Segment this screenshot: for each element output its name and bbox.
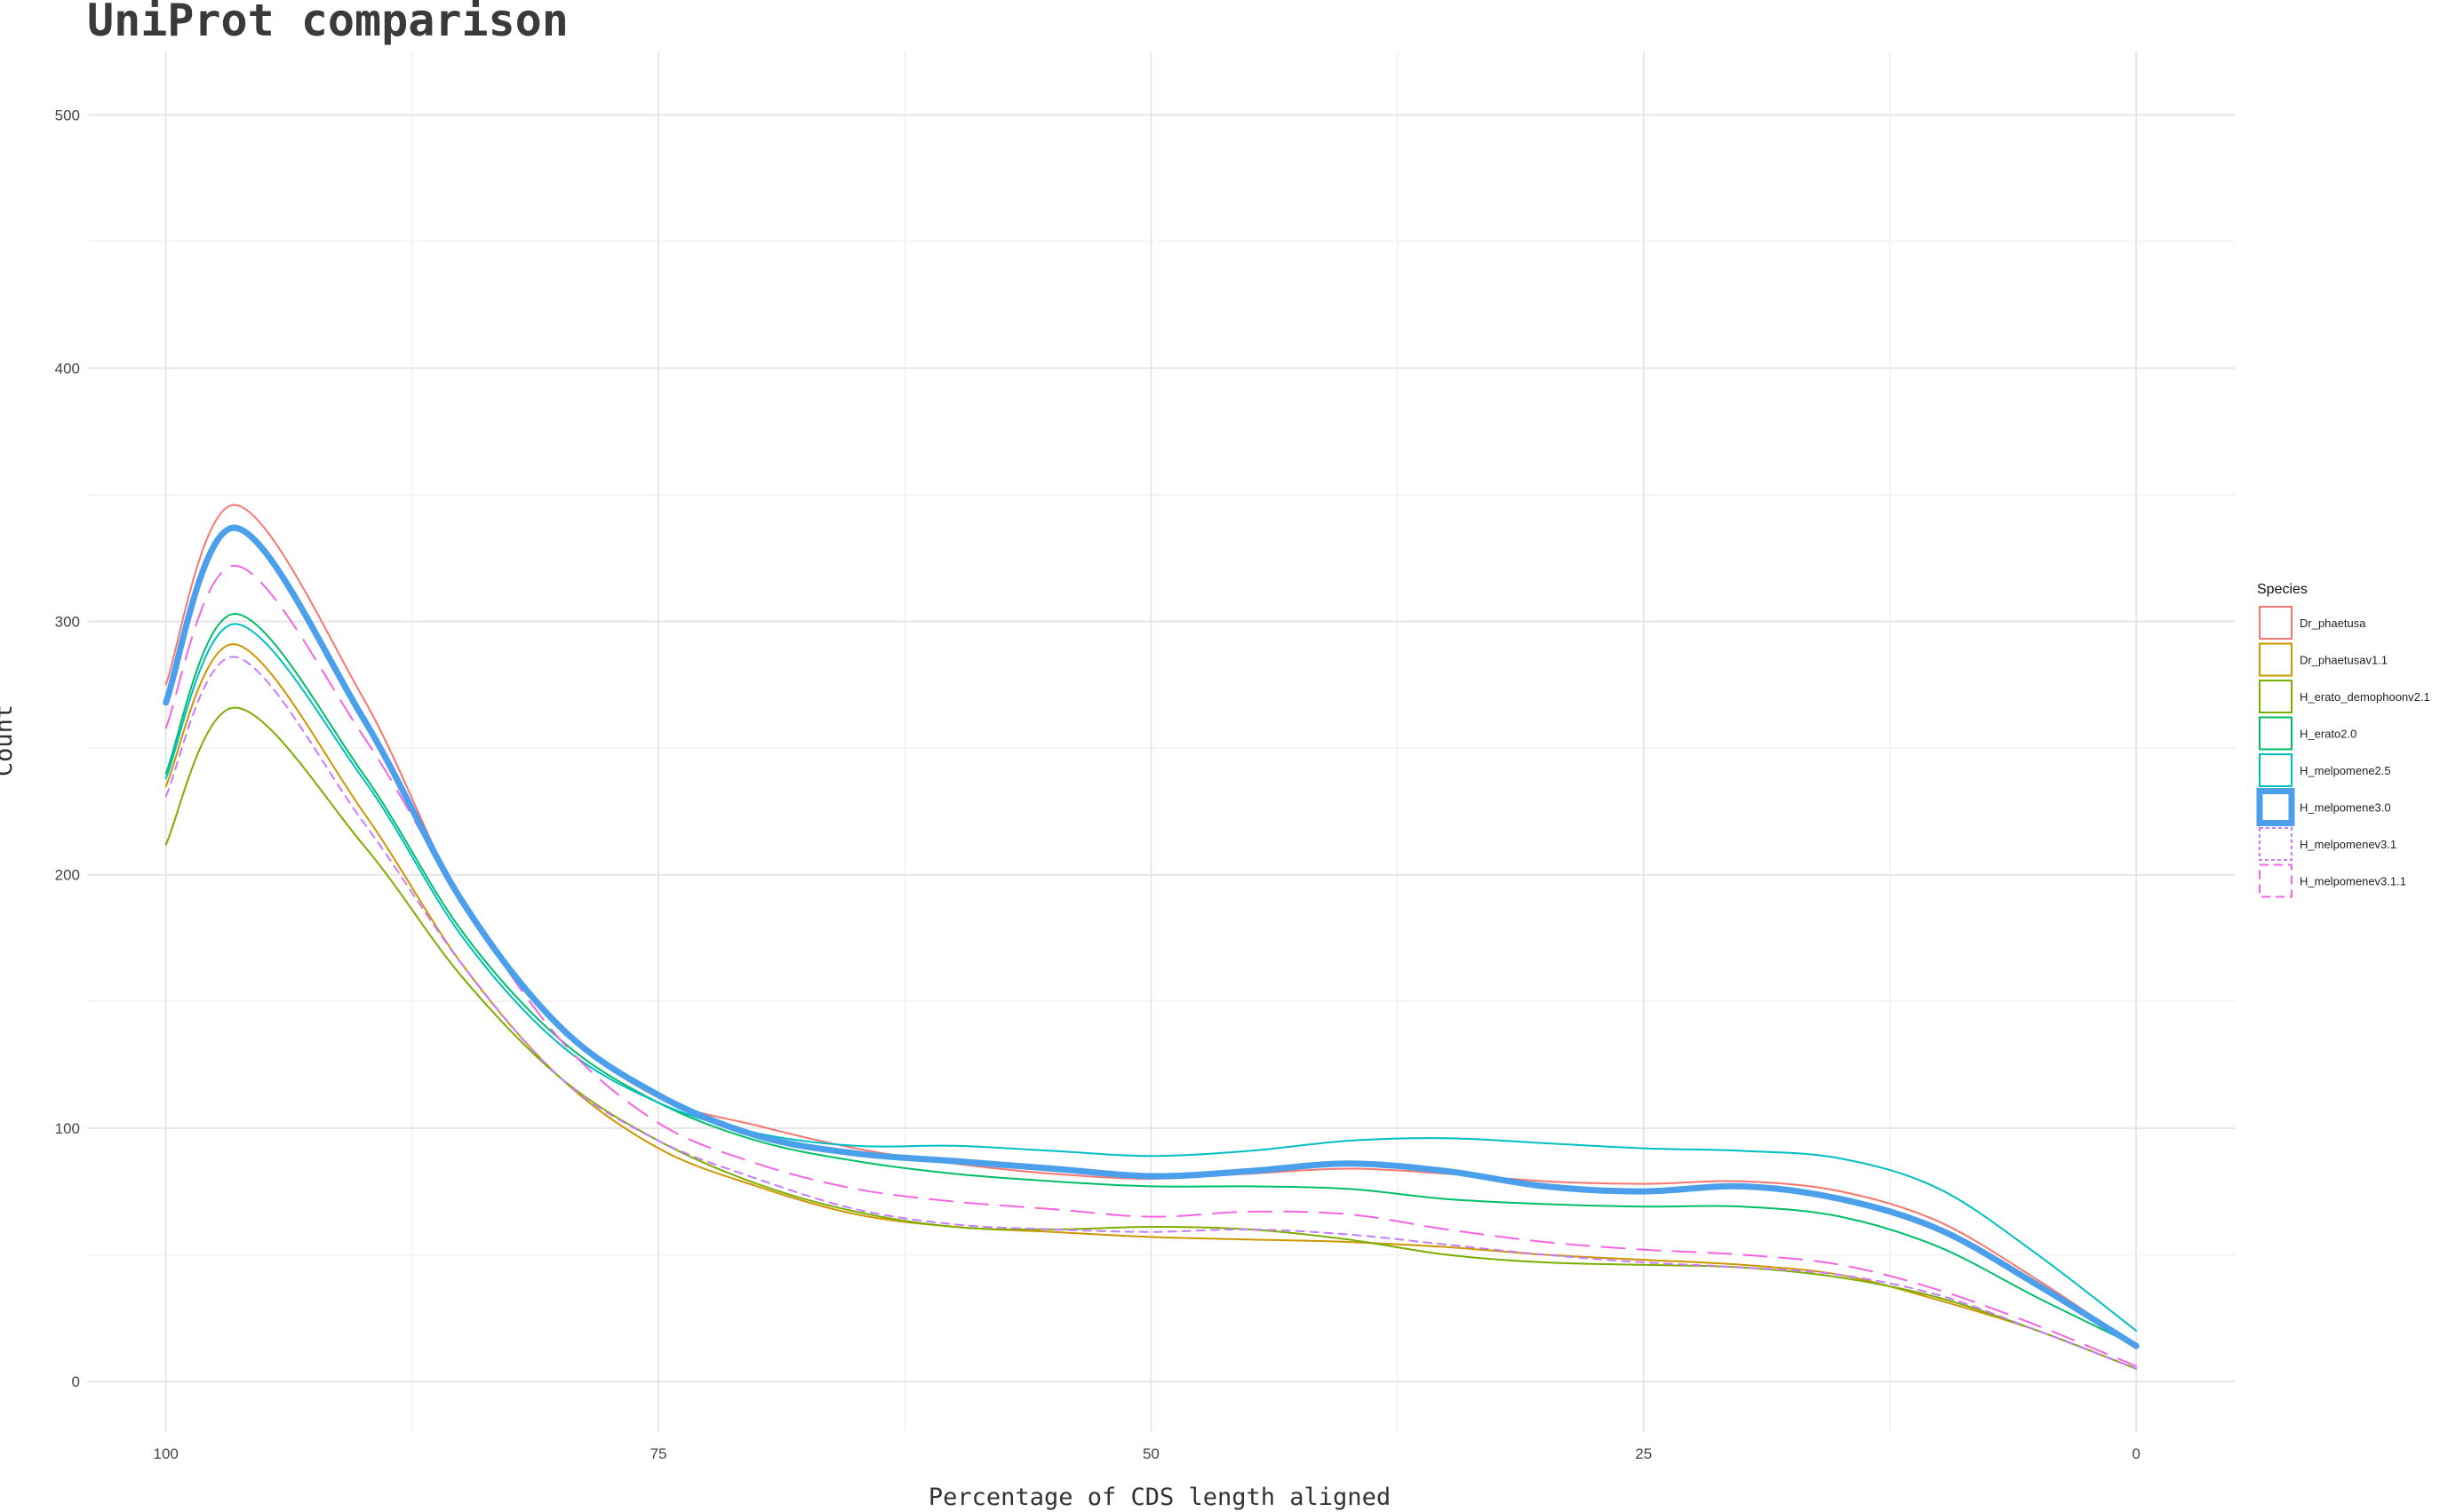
legend-title: Species: [2257, 582, 2308, 597]
x-axis-label: Percentage of CDS length aligned: [928, 1484, 1391, 1511]
series-line-h-melpomenev3-1: [164, 656, 2138, 1370]
legend-key-h-erato2-0: [2259, 716, 2292, 751]
y-tick-label: 300: [55, 614, 80, 631]
y-tick-label: 100: [55, 1120, 80, 1137]
y-tick-label: 0: [72, 1373, 80, 1390]
y-tick-label: 200: [55, 867, 80, 884]
series-line-h-erato-demophoonv2-1: [164, 706, 2138, 1370]
legend-label-h-melpomenev3-1: H_melpomenev3.1: [2300, 838, 2396, 851]
y-tick-label: 500: [55, 107, 80, 123]
legend-key-h-melpomenev3-1-1: [2259, 863, 2292, 898]
series-line-dr-phaetusav1-1: [164, 643, 2138, 1370]
legend-key-h-melpomenev3-1: [2259, 827, 2292, 861]
legend-key-h-erato-demophoonv2-1: [2259, 680, 2292, 713]
legend-label-dr-phaetusa: Dr_phaetusa: [2300, 617, 2366, 630]
series-line-h-erato2-0: [164, 613, 2138, 1348]
legend-key-dr-phaetusav1-1: [2259, 642, 2292, 677]
x-tick-label: 0: [2132, 1445, 2140, 1462]
y-axis-label: Count: [0, 704, 19, 777]
x-tick-label: 50: [1143, 1445, 1160, 1462]
legend-key-h-melpomene3-0: [2256, 788, 2295, 826]
x-tick-label: 100: [154, 1445, 179, 1462]
legend-label-h-erato2-0: H_erato2.0: [2300, 728, 2356, 741]
series-line-h-melpomene2-5: [164, 623, 2138, 1332]
legend-label-h-erato-demophoonv2-1: H_erato_demophoonv2.1: [2300, 690, 2430, 704]
legend-key-h-melpomene2-5: [2259, 753, 2292, 787]
x-tick-label: 25: [1635, 1445, 1652, 1462]
legend-label-dr-phaetusav1-1: Dr_phaetusav1.1: [2300, 654, 2388, 667]
legend-key-dr-phaetusa: [2259, 606, 2292, 640]
series-line-dr-phaetusa: [164, 504, 2138, 1348]
x-tick-label: 75: [650, 1445, 667, 1462]
chart-title: UniProt comparison: [87, 0, 569, 46]
legend-label-h-melpomene2-5: H_melpomene2.5: [2300, 764, 2391, 777]
y-tick-label: 400: [55, 360, 80, 377]
series-line-h-melpomene3-0: [163, 524, 2140, 1349]
legend-label-h-melpomenev3-1-1: H_melpomenev3.1.1: [2300, 875, 2406, 888]
legend-label-h-melpomene3-0: H_melpomene3.0: [2300, 801, 2391, 815]
